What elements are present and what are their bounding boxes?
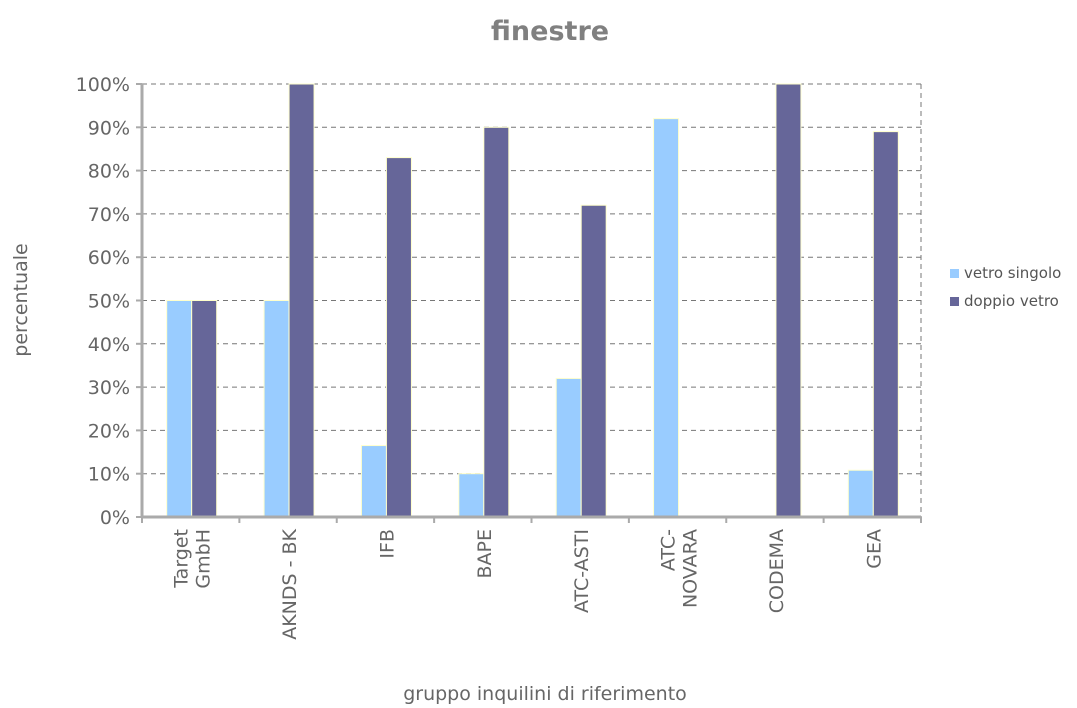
y-tick-label: 10% xyxy=(88,464,130,486)
y-tick-label: 100% xyxy=(76,74,130,96)
x-tick-label: ATC-ASTI xyxy=(571,529,593,613)
legend-label: doppio vetro xyxy=(964,292,1059,310)
bar-vetro-singolo xyxy=(555,377,582,518)
gridlines xyxy=(142,83,922,517)
y-tick-label: 30% xyxy=(88,377,130,399)
bar-doppio-vetro xyxy=(580,204,607,518)
x-tick-label: GEA xyxy=(863,529,885,569)
bar-vetro-singolo xyxy=(166,300,193,518)
y-tick-label: 0% xyxy=(100,507,130,529)
legend-swatch xyxy=(950,297,959,306)
x-tick-label: IFB xyxy=(376,529,398,559)
bar-vetro-singolo xyxy=(653,118,680,518)
y-axis-title: percentuale xyxy=(10,243,32,356)
y-tick-label: 50% xyxy=(88,291,130,313)
bars xyxy=(166,83,899,518)
legend-swatch xyxy=(950,269,959,278)
y-tick-label: 40% xyxy=(88,334,130,356)
chart-title: finestre xyxy=(491,16,609,47)
y-tick-label: 20% xyxy=(88,420,130,442)
x-axis-title: gruppo inquilini di riferimento xyxy=(403,683,687,705)
x-tick-label: AKNDS - BK xyxy=(279,528,301,639)
x-tick-label: BAPE xyxy=(474,529,496,579)
bar-doppio-vetro xyxy=(775,83,802,518)
bar-doppio-vetro xyxy=(872,131,899,518)
x-tick-labels: TargetGmbH AKNDS - BK IFB BAPE ATC-ASTI ATC-N… xyxy=(171,528,886,639)
bar-vetro-singolo xyxy=(458,473,485,518)
y-tick-labels: 0% 10% 20% 30% 40% 50% 60% 70% 80% 90% 100% xyxy=(76,74,130,529)
x-tick-label: CODEMA xyxy=(766,529,788,613)
bar-vetro-singolo xyxy=(263,300,290,518)
bar-doppio-vetro xyxy=(483,126,510,518)
bar-doppio-vetro xyxy=(385,157,412,518)
bar-vetro-singolo xyxy=(360,445,387,518)
bar-doppio-vetro xyxy=(191,300,218,518)
x-tick-label: TargetGmbH xyxy=(171,529,215,589)
bar-vetro-singolo xyxy=(847,469,874,518)
legend-label: vetro singolo xyxy=(964,264,1061,282)
bar-doppio-vetro xyxy=(288,83,315,518)
x-tick-label: ATC-NOVARA xyxy=(658,529,702,608)
y-tick-label: 60% xyxy=(88,247,130,269)
legend: vetro singolo doppio vetro xyxy=(950,264,1061,310)
y-tick-label: 70% xyxy=(88,204,130,226)
y-tick-label: 80% xyxy=(88,161,130,183)
axes xyxy=(136,83,922,523)
y-tick-label: 90% xyxy=(88,117,130,139)
